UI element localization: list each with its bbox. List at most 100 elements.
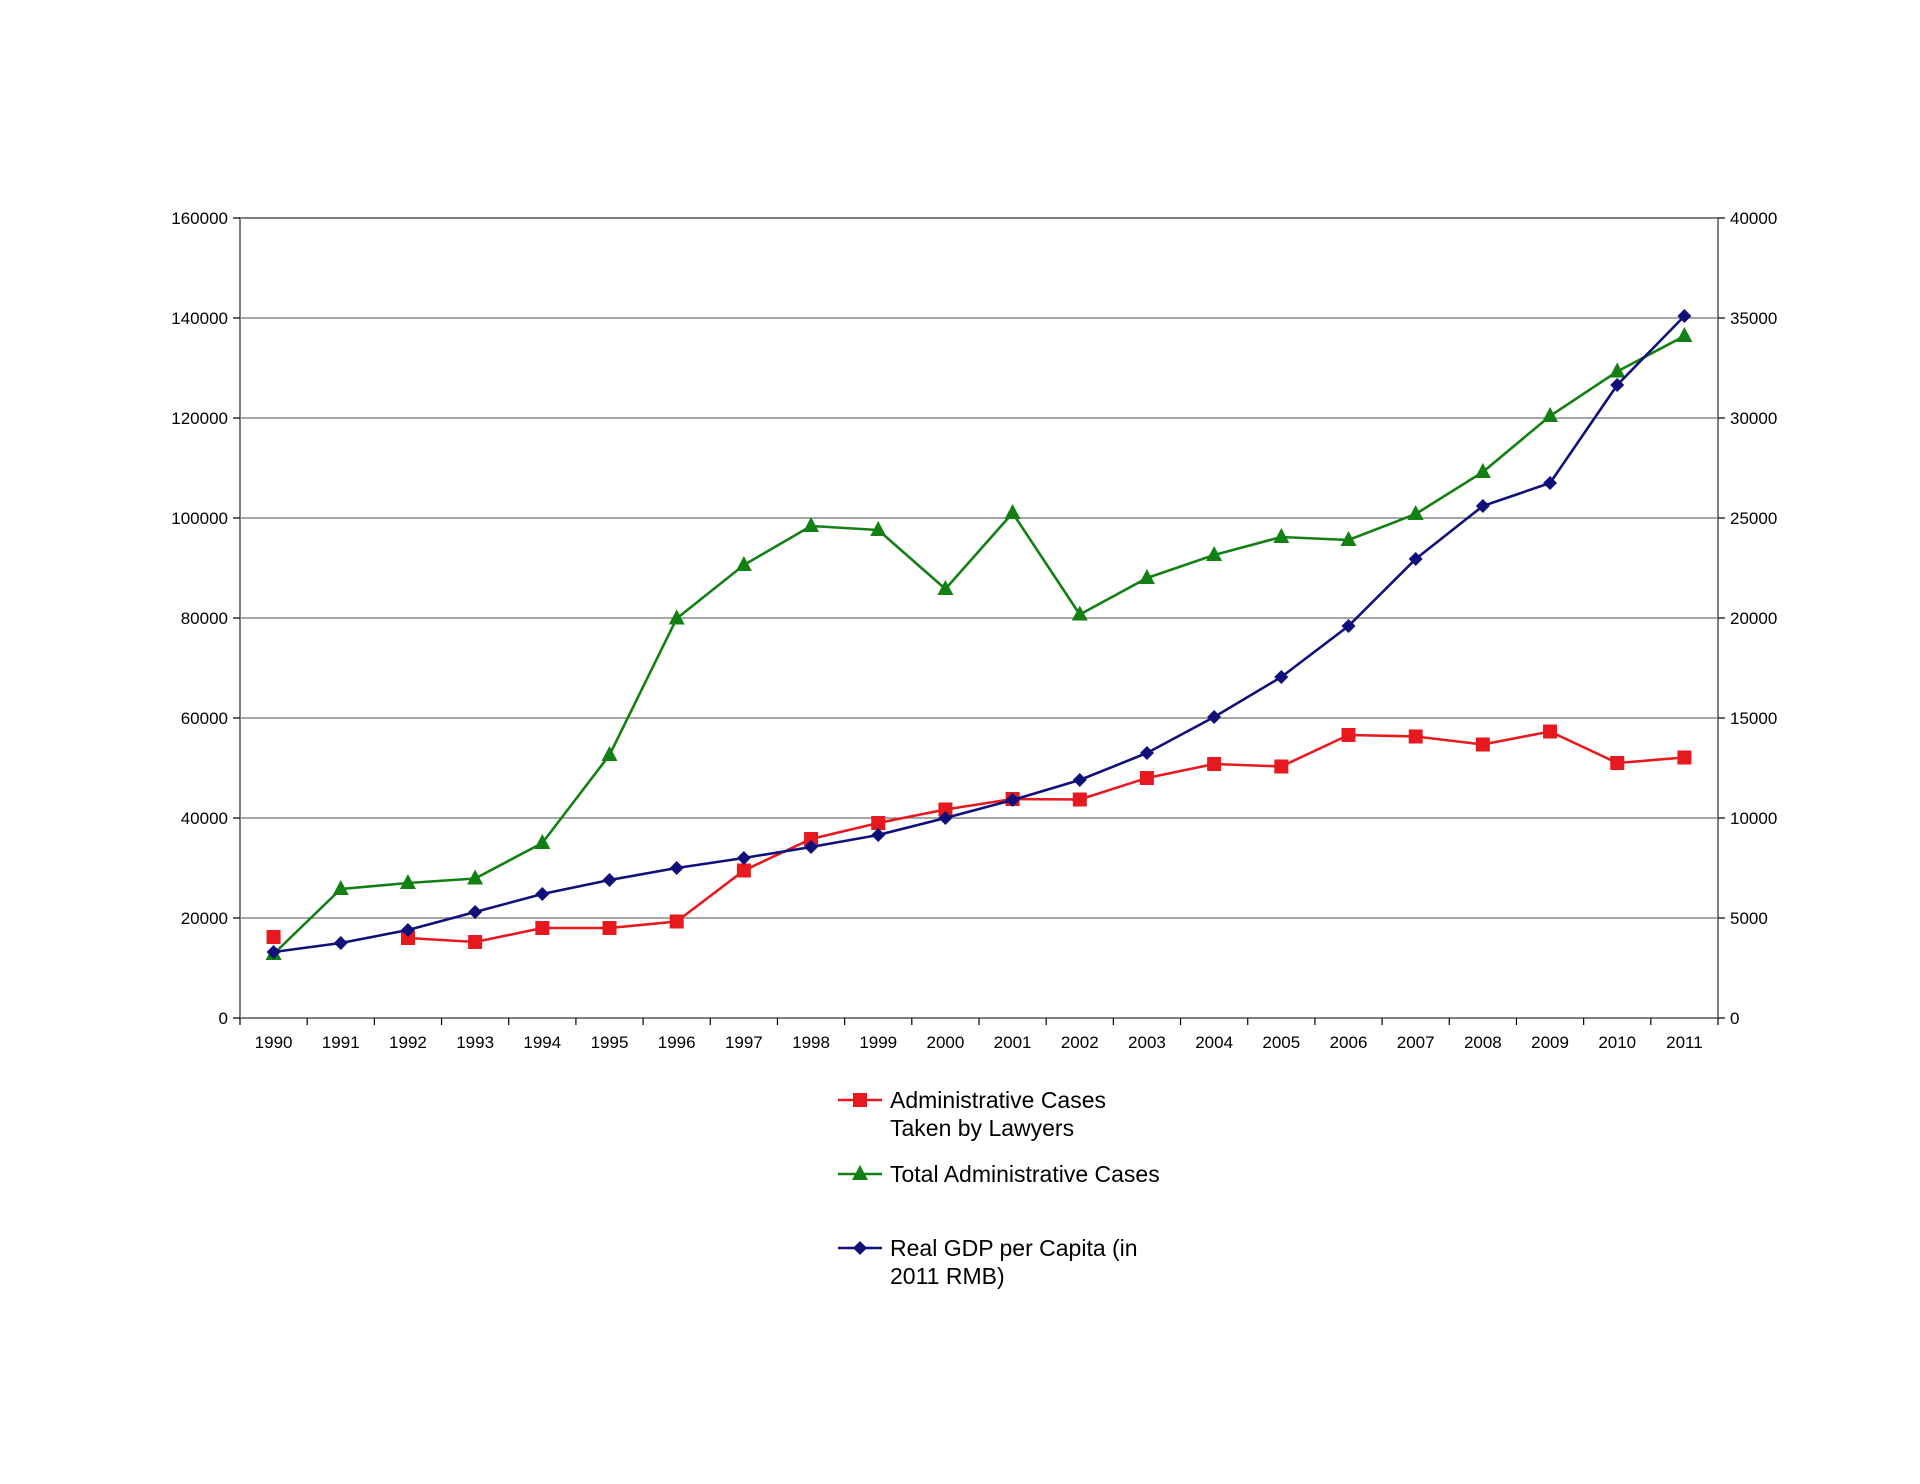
- x-tick-label: 2000: [926, 1033, 964, 1052]
- data-point: [871, 816, 886, 830]
- data-point: [266, 930, 281, 944]
- x-tick-label: 1994: [523, 1033, 561, 1052]
- legend-label: Total Administrative Cases: [890, 1161, 1160, 1187]
- x-tick-label: 1995: [591, 1033, 629, 1052]
- data-point: [1273, 528, 1290, 543]
- data-point: [669, 914, 684, 929]
- data-point: [1542, 407, 1559, 422]
- data-point: [870, 521, 887, 536]
- legend-swatch-marker: [853, 1241, 867, 1255]
- data-point: [1609, 362, 1626, 378]
- x-tick-label: 2011: [1666, 1033, 1703, 1052]
- data-point: [804, 832, 819, 846]
- y-right-tick-label: 10000: [1730, 809, 1777, 828]
- legend-label: 2011 RMB): [890, 1263, 1005, 1289]
- series-line: [272, 334, 1686, 955]
- data-point: [1138, 569, 1155, 584]
- series-1: [265, 327, 1693, 960]
- data-point: [266, 945, 281, 959]
- gridlines: [240, 317, 1718, 919]
- data-point: [399, 874, 416, 889]
- y-left-tick-label: 80000: [181, 609, 228, 628]
- data-point: [668, 609, 685, 625]
- data-point: [1543, 476, 1558, 490]
- data-point: [1004, 504, 1021, 519]
- axes: 0200004000060000800001000001200001400001…: [171, 209, 1777, 1052]
- y-right-tick-label: 40000: [1730, 209, 1777, 228]
- x-tick-label: 1992: [389, 1033, 427, 1052]
- y-right-tick-label: 15000: [1730, 709, 1777, 728]
- x-tick-label: 1991: [322, 1033, 360, 1052]
- y-left-tick-label: 40000: [181, 809, 228, 828]
- x-tick-label: 1996: [658, 1033, 696, 1052]
- data-point: [400, 931, 415, 945]
- data-point: [1408, 729, 1423, 744]
- data-point: [534, 834, 551, 849]
- data-point: [1610, 378, 1625, 392]
- data-point: [803, 517, 820, 532]
- data-point: [1475, 499, 1490, 513]
- data-point: [1274, 759, 1289, 774]
- x-tick-label: 2010: [1598, 1033, 1636, 1052]
- data-point: [601, 746, 618, 761]
- data-point: [1207, 757, 1222, 771]
- data-point: [1543, 724, 1558, 739]
- data-point: [535, 921, 550, 935]
- series-line: [407, 730, 1685, 944]
- y-right-tick-label: 30000: [1730, 409, 1777, 428]
- data-point: [1139, 746, 1154, 760]
- data-point: [1408, 552, 1423, 566]
- y-left-tick-label: 0: [219, 1009, 228, 1028]
- data-point: [735, 556, 752, 571]
- data-point: [1474, 463, 1491, 478]
- data-point: [1072, 792, 1087, 807]
- y-left-tick-label: 160000: [171, 209, 228, 228]
- data-point: [332, 880, 349, 895]
- data-point: [938, 802, 953, 817]
- y-right-tick-label: 20000: [1730, 609, 1777, 628]
- x-tick-label: 2001: [994, 1033, 1032, 1052]
- x-tick-label: 2009: [1531, 1033, 1569, 1052]
- legend-label: Administrative Cases: [890, 1087, 1106, 1113]
- x-tick-label: 1993: [456, 1033, 494, 1052]
- data-point: [1475, 737, 1490, 752]
- x-tick-label: 2004: [1195, 1033, 1233, 1052]
- x-tick-label: 2008: [1464, 1033, 1502, 1052]
- data-point: [938, 811, 953, 825]
- data-point: [602, 921, 617, 935]
- data-point: [1072, 773, 1087, 787]
- data-point: [669, 861, 684, 875]
- legend-swatch-marker: [853, 1093, 867, 1107]
- y-left-tick-label: 20000: [181, 909, 228, 928]
- data-point: [1677, 309, 1692, 323]
- data-point: [1005, 793, 1020, 807]
- y-left-tick-label: 140000: [171, 309, 228, 328]
- data-point: [871, 828, 886, 842]
- data-point: [736, 863, 751, 878]
- y-left-tick-label: 60000: [181, 709, 228, 728]
- x-tick-label: 1999: [859, 1033, 897, 1052]
- legend-entry: Total Administrative Cases: [838, 1161, 1160, 1187]
- data-point: [1676, 327, 1693, 342]
- y-right-tick-label: 35000: [1730, 309, 1777, 328]
- y-left-tick-label: 100000: [171, 509, 228, 528]
- data-point: [1407, 505, 1424, 520]
- data-point: [1071, 605, 1088, 621]
- data-point: [937, 580, 954, 595]
- data-point: [333, 936, 348, 950]
- data-point: [1341, 619, 1356, 633]
- data-point: [467, 869, 484, 885]
- series-line: [273, 315, 1686, 954]
- x-tick-label: 1997: [725, 1033, 763, 1052]
- data-point: [1610, 756, 1625, 770]
- y-right-tick-label: 5000: [1730, 909, 1768, 928]
- data-point: [1274, 670, 1289, 684]
- data-point: [1206, 546, 1223, 561]
- data-point: [468, 935, 483, 949]
- x-tick-label: 2006: [1330, 1033, 1368, 1052]
- x-tick-label: 1998: [792, 1033, 830, 1052]
